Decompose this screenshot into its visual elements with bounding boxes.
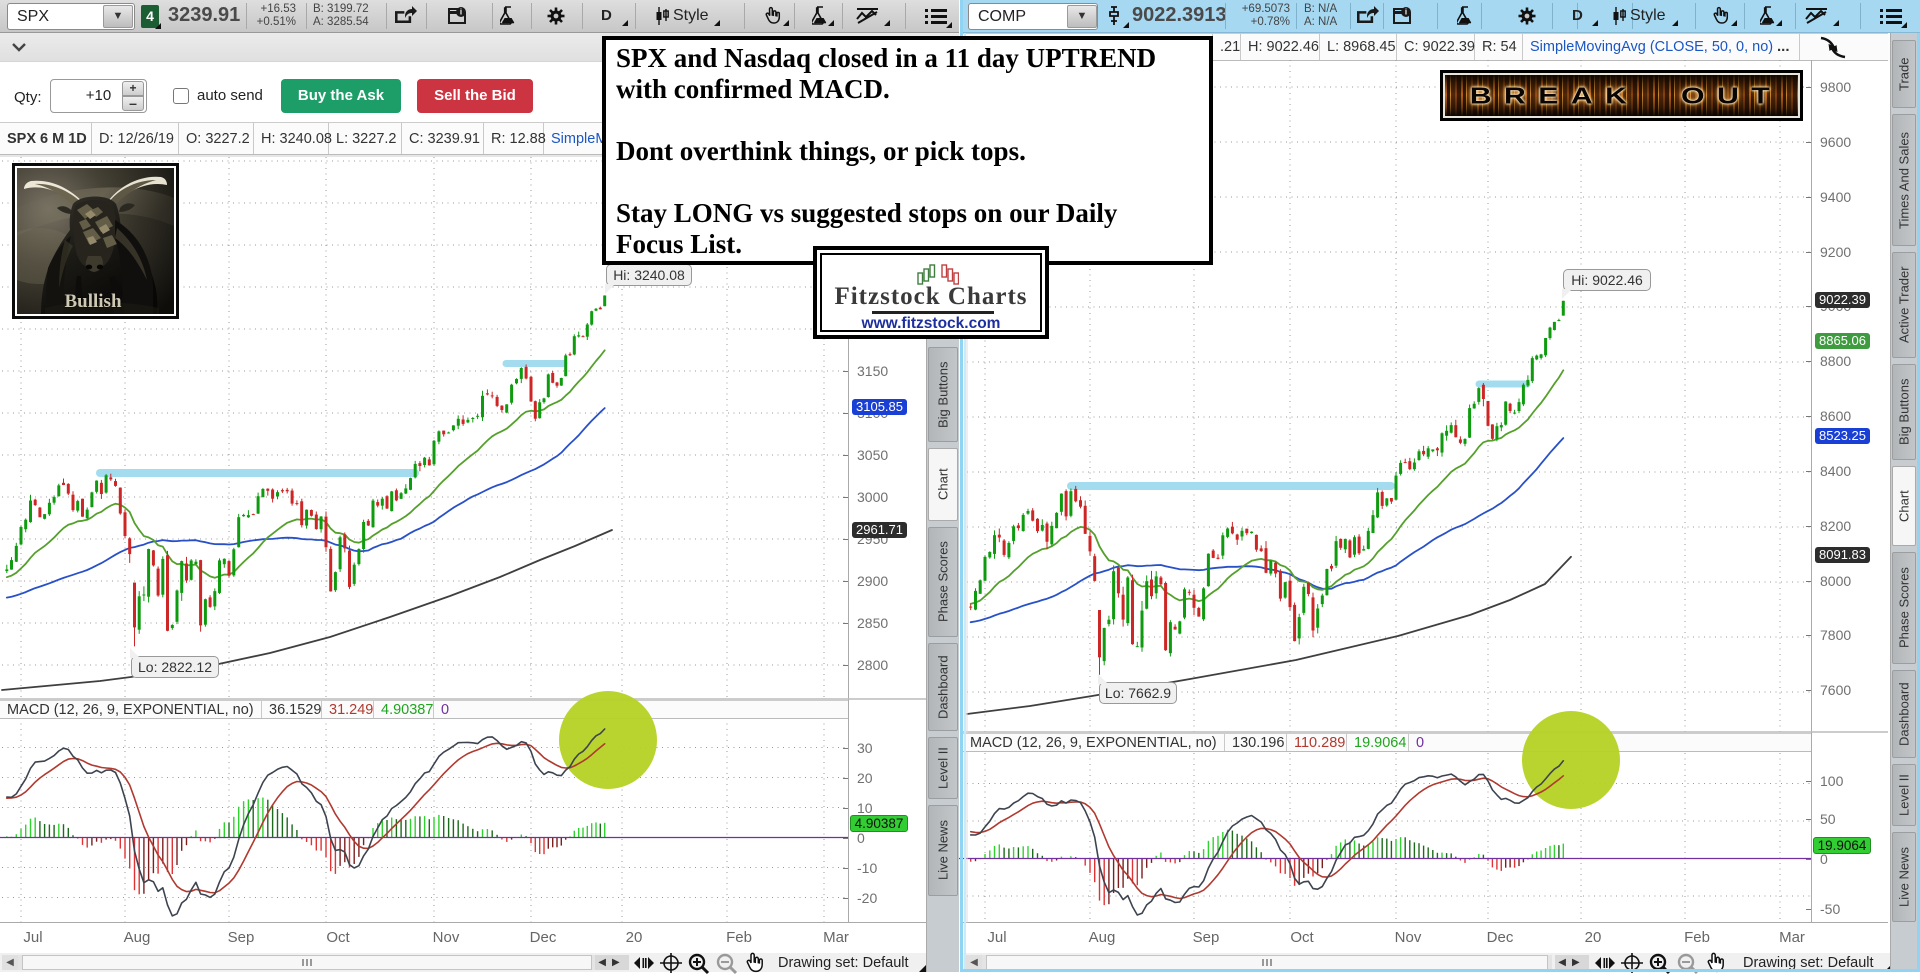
svg-text:i: i [1405, 8, 1407, 17]
svg-text:Bullish: Bullish [64, 291, 121, 312]
svg-text:i: i [460, 8, 462, 17]
